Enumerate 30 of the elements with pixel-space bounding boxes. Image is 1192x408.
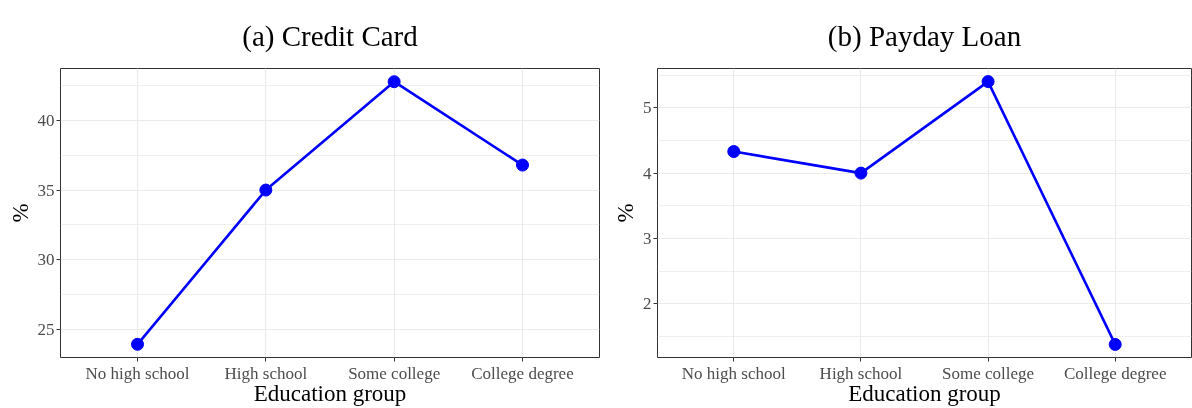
x-tick-label: No high school [85,363,190,383]
x-tick-label: College degree [471,363,574,383]
chart-title: (a) Credit Card [242,19,419,53]
x-tick-label: High school [224,363,308,383]
chart-title: (b) Payday Loan [827,19,1022,53]
y-tick-label: 2 [643,294,652,314]
y-tick-label: 30 [37,250,55,270]
y-axis-title: % [613,203,638,223]
y-tick-label: 40 [37,111,55,131]
y-tick-label: 25 [37,319,55,339]
x-axis-title: Education group [848,380,1001,406]
x-tick-label: Some college [942,363,1035,383]
point [516,158,529,172]
x-axis-title: Education group [253,380,407,406]
point [727,145,741,159]
x-tick-label: Some college [348,363,441,383]
point [131,337,144,351]
y-axis-title: % [7,203,33,223]
y-tick-label: 5 [643,98,652,118]
y-tick-label: 4 [643,163,652,183]
point [1108,337,1122,351]
y-tick-label: 35 [37,180,55,200]
point [259,183,273,197]
point [981,75,995,89]
y-tick-label: 3 [643,229,652,248]
x-tick-label: College degree [1064,363,1167,383]
x-tick-label: No high school [681,363,786,383]
x-tick-label: High school [819,363,903,383]
point [387,75,401,89]
point [854,166,868,180]
